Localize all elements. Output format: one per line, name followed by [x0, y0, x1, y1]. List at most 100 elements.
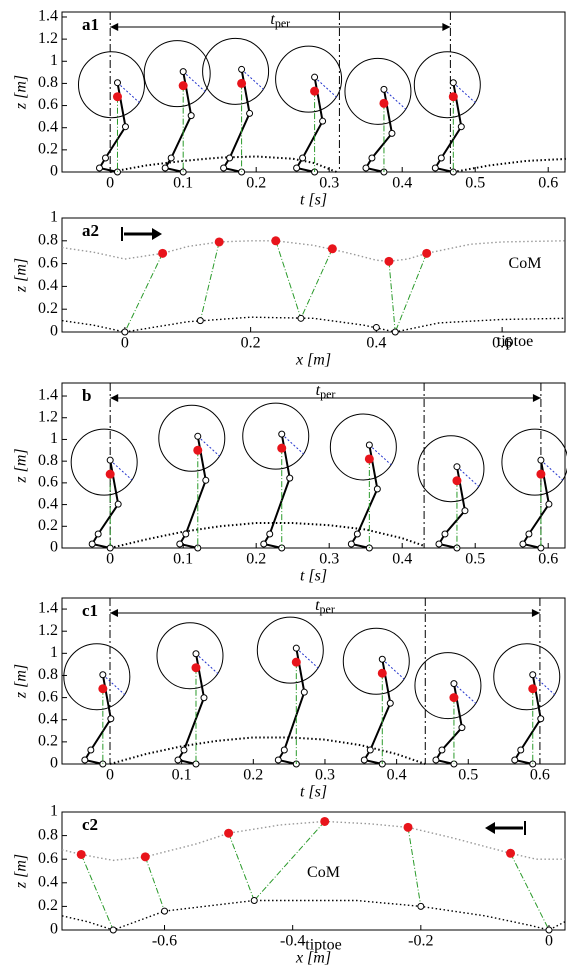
joint: [319, 117, 327, 125]
x-tick-label: 0.2: [246, 551, 266, 568]
x-tick-label: 0.5: [458, 767, 478, 784]
y-axis-label: z [m]: [13, 75, 30, 110]
y-tick-label: 0.4: [38, 710, 58, 727]
y-tick-label: 1.4: [38, 387, 58, 404]
leg-link: [300, 248, 333, 319]
com-point: [158, 248, 168, 258]
com-point: [364, 454, 374, 464]
joint: [87, 746, 95, 754]
joint: [99, 671, 107, 679]
x-tick-label: 0.5: [465, 551, 485, 568]
joint: [260, 540, 268, 548]
joint: [545, 500, 553, 508]
x-tick-label: 0.3: [315, 767, 335, 784]
joint: [274, 756, 282, 764]
joint: [113, 168, 121, 176]
y-tick-label: 0.6: [38, 254, 58, 271]
tiptoe-point: [250, 897, 258, 904]
joint: [187, 112, 195, 120]
joint: [373, 485, 381, 493]
trunk-link: [456, 466, 480, 488]
joint: [449, 79, 457, 87]
joint: [299, 154, 307, 162]
joint: [194, 544, 202, 552]
series-label: CoM: [307, 864, 340, 881]
panel-label: a2: [82, 221, 99, 240]
leg-link: [510, 853, 550, 931]
joint: [458, 724, 466, 732]
joint: [101, 154, 109, 162]
y-tick-label: 0.8: [38, 74, 58, 91]
x-axis-label: x [m]: [295, 950, 331, 966]
joint: [246, 109, 254, 117]
y-tick-label: 1.2: [38, 408, 58, 425]
x-tick-label: 0: [106, 551, 114, 568]
com-point: [193, 445, 203, 455]
com-point: [452, 476, 462, 486]
trunk-link: [109, 459, 133, 481]
y-tick-label: 0.6: [38, 474, 58, 491]
body-circle: [417, 435, 485, 503]
period-label: tper: [316, 382, 336, 401]
plot-frame: [61, 597, 566, 765]
panel-label: c2: [82, 815, 98, 834]
body-circle: [342, 627, 410, 695]
joint: [517, 746, 525, 754]
x-tick-label: -0.2: [408, 933, 433, 950]
joint: [347, 540, 355, 548]
y-tick-label: 0.4: [38, 873, 58, 890]
arrow-head: [152, 228, 162, 240]
trunk-link: [453, 683, 477, 704]
joint: [457, 123, 465, 131]
tiptoe-point: [109, 926, 117, 934]
tiptoe-point: [391, 328, 399, 336]
joint: [519, 540, 527, 548]
body-circle: [344, 57, 412, 125]
joint: [106, 456, 114, 464]
com-point: [191, 663, 201, 673]
joint: [360, 756, 368, 764]
body-circle: [329, 413, 397, 481]
trajectory: [109, 522, 425, 549]
com-point: [403, 822, 413, 832]
plot-frame: [61, 811, 566, 931]
com-point: [271, 236, 281, 246]
y-tick-label: 0.2: [38, 897, 58, 914]
joint: [95, 164, 103, 172]
panel-label: b: [82, 386, 91, 405]
plot-frame: [61, 382, 566, 549]
com-point: [112, 92, 122, 102]
body-circle: [70, 428, 138, 496]
joint: [432, 756, 440, 764]
x-tick-label: 0.3: [319, 551, 339, 568]
y-tick-label: 0.4: [38, 495, 58, 512]
trunk-link: [182, 71, 206, 93]
joint: [278, 430, 286, 438]
body-circle: [414, 652, 482, 720]
com-point: [310, 86, 320, 96]
joint: [81, 756, 89, 764]
period-sub: per: [320, 602, 335, 616]
y-axis-label: z [m]: [13, 258, 30, 293]
x-tick-label: 0: [121, 335, 129, 352]
body-circle: [275, 45, 343, 113]
joint: [182, 530, 190, 538]
tiptoe-point: [545, 926, 553, 934]
x-tick-label: -0.4: [280, 933, 305, 950]
joint: [368, 154, 376, 162]
joint: [438, 746, 446, 754]
com-point: [536, 469, 546, 479]
body-circle: [63, 643, 131, 711]
x-tick-label: 0.1: [173, 551, 193, 568]
x-axis-label: t [s]: [300, 192, 327, 209]
joint: [114, 500, 122, 508]
joint: [537, 715, 545, 723]
com-point: [449, 693, 459, 703]
trunk-link: [381, 658, 405, 680]
trunk-link: [281, 433, 305, 455]
x-tick-label: 0.2: [243, 767, 263, 784]
y-tick-label: 0.6: [38, 850, 58, 867]
x-tick-label: 0.3: [319, 175, 339, 192]
joint: [353, 530, 361, 538]
